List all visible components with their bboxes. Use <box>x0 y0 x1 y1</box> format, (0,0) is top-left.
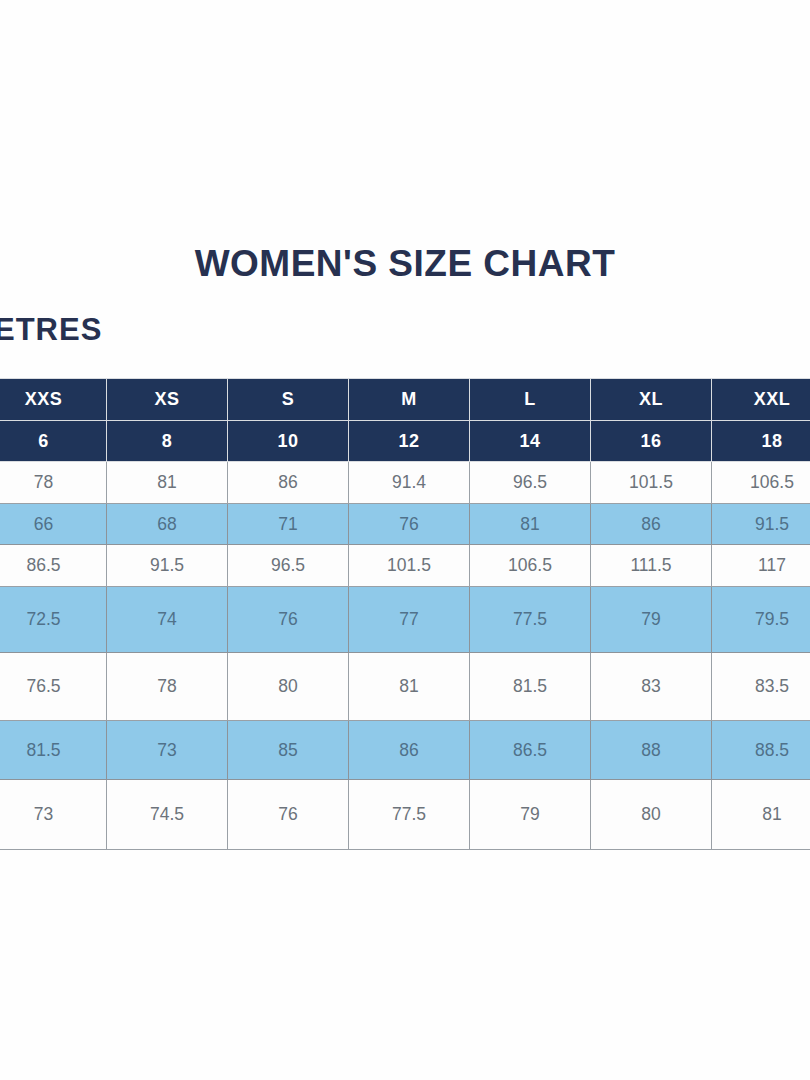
size-cell: 101.5 <box>349 545 470 587</box>
size-cell: 81 <box>712 780 810 850</box>
size-name-header-s: S <box>228 379 349 421</box>
size-cell: 83 <box>591 653 712 721</box>
size-chart-table: XXS XS S M L XL XXL 6 8 10 12 14 16 18 7… <box>0 378 810 850</box>
size-cell: 66 <box>0 504 107 545</box>
size-cell: 74 <box>107 587 228 653</box>
size-number-header: 12 <box>349 421 470 462</box>
size-cell: 78 <box>0 462 107 504</box>
size-name-header-xxl: XXL <box>712 379 810 421</box>
size-cell: 111.5 <box>591 545 712 587</box>
size-cell: 78 <box>107 653 228 721</box>
size-name-header-row: XXS XS S M L XL XXL <box>0 379 810 421</box>
page-title: WOMEN'S SIZE CHART <box>0 243 810 285</box>
size-cell: 76 <box>228 780 349 850</box>
size-cell: 81.5 <box>470 653 591 721</box>
size-cell: 76 <box>349 504 470 545</box>
size-cell: 77.5 <box>470 587 591 653</box>
size-number-header: 14 <box>470 421 591 462</box>
size-cell: 73 <box>107 721 228 780</box>
size-cell: 68 <box>107 504 228 545</box>
measurement-row: 73 74.5 76 77.5 79 80 81 <box>0 780 810 850</box>
size-cell: 80 <box>591 780 712 850</box>
size-cell: 86.5 <box>470 721 591 780</box>
size-cell: 77 <box>349 587 470 653</box>
size-cell: 83.5 <box>712 653 810 721</box>
measurement-row: 66 68 71 76 81 86 91.5 <box>0 504 810 545</box>
size-cell: 91.5 <box>107 545 228 587</box>
measurement-row: 81.5 73 85 86 86.5 88 88.5 <box>0 721 810 780</box>
size-cell: 86 <box>349 721 470 780</box>
size-cell: 77.5 <box>349 780 470 850</box>
size-number-header: 10 <box>228 421 349 462</box>
size-name-header-xxs: XXS <box>0 379 107 421</box>
size-number-header: 6 <box>0 421 107 462</box>
measurement-row: 76.5 78 80 81 81.5 83 83.5 <box>0 653 810 721</box>
size-number-header: 16 <box>591 421 712 462</box>
size-cell: 96.5 <box>470 462 591 504</box>
size-cell: 86 <box>228 462 349 504</box>
size-cell: 101.5 <box>591 462 712 504</box>
size-cell: 96.5 <box>228 545 349 587</box>
size-cell: 73 <box>0 780 107 850</box>
size-cell: 79 <box>591 587 712 653</box>
size-number-header-row: 6 8 10 12 14 16 18 <box>0 421 810 462</box>
size-cell: 76.5 <box>0 653 107 721</box>
size-cell: 106.5 <box>712 462 810 504</box>
size-name-header-xs: XS <box>107 379 228 421</box>
size-cell: 86.5 <box>0 545 107 587</box>
size-cell: 91.4 <box>349 462 470 504</box>
size-cell: 91.5 <box>712 504 810 545</box>
measurement-row: 78 81 86 91.4 96.5 101.5 106.5 <box>0 462 810 504</box>
size-cell: 81 <box>349 653 470 721</box>
size-cell: 86 <box>591 504 712 545</box>
size-cell: 81.5 <box>0 721 107 780</box>
size-cell: 74.5 <box>107 780 228 850</box>
size-cell: 79.5 <box>712 587 810 653</box>
size-cell: 81 <box>470 504 591 545</box>
size-name-header-xl: XL <box>591 379 712 421</box>
size-cell: 81 <box>107 462 228 504</box>
size-cell: 76 <box>228 587 349 653</box>
size-number-header: 18 <box>712 421 810 462</box>
size-cell: 72.5 <box>0 587 107 653</box>
size-cell: 80 <box>228 653 349 721</box>
size-cell: 106.5 <box>470 545 591 587</box>
size-cell: 79 <box>470 780 591 850</box>
size-cell: 85 <box>228 721 349 780</box>
size-cell: 88 <box>591 721 712 780</box>
size-cell: 117 <box>712 545 810 587</box>
size-cell: 71 <box>228 504 349 545</box>
units-label-centimetres-cropped: ETRES <box>0 312 102 348</box>
measurement-row: 86.5 91.5 96.5 101.5 106.5 111.5 117 <box>0 545 810 587</box>
size-name-header-m: M <box>349 379 470 421</box>
size-cell: 88.5 <box>712 721 810 780</box>
size-number-header: 8 <box>107 421 228 462</box>
measurement-row: 72.5 74 76 77 77.5 79 79.5 <box>0 587 810 653</box>
size-name-header-l: L <box>470 379 591 421</box>
